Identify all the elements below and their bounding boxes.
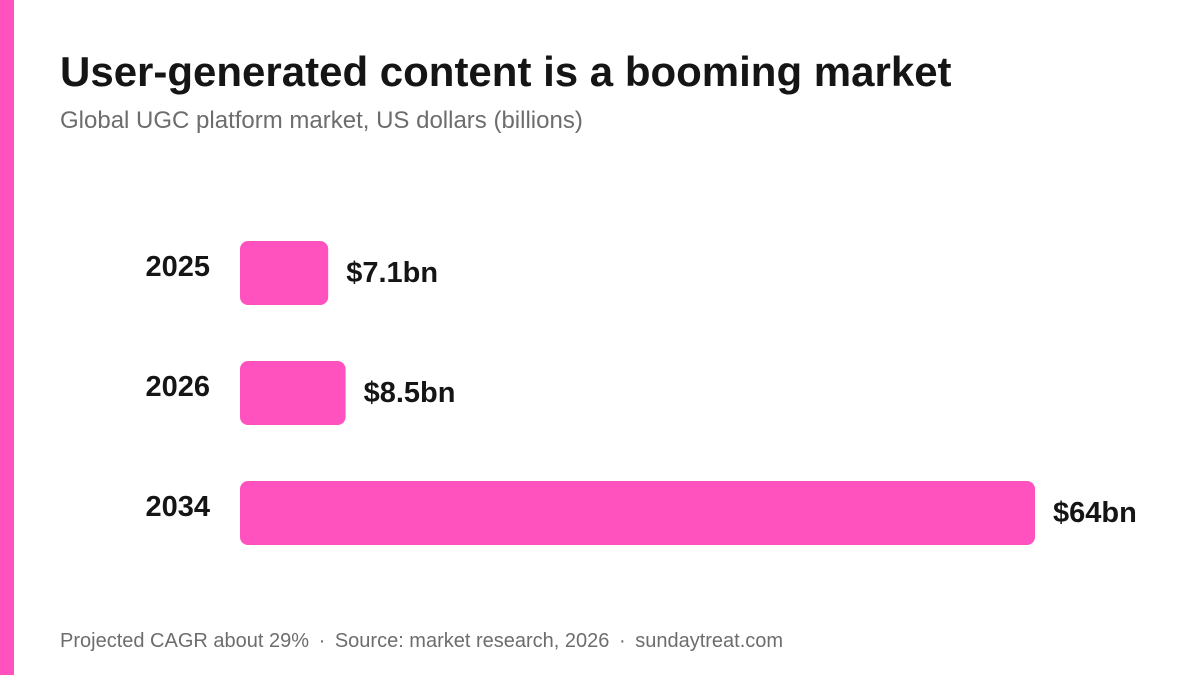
accent-strip bbox=[0, 0, 14, 675]
footer-separator: · bbox=[318, 630, 326, 652]
value-label: $8.5bn bbox=[364, 377, 456, 409]
footer-separator: · bbox=[618, 630, 626, 652]
value-label: $7.1bn bbox=[346, 257, 438, 289]
footer-site: sundaytreat.com bbox=[635, 630, 784, 652]
category-label: 2034 bbox=[145, 491, 210, 523]
bar bbox=[240, 361, 346, 425]
category-label: 2026 bbox=[145, 371, 210, 403]
category-label: 2025 bbox=[145, 251, 210, 283]
bar bbox=[240, 481, 1035, 545]
footer: Projected CAGR about 29% · Source: marke… bbox=[60, 628, 783, 654]
chart-subtitle: Global UGC platform market, US dollars (… bbox=[60, 107, 583, 134]
footer-note: Projected CAGR about 29% bbox=[60, 630, 310, 652]
bar bbox=[240, 241, 329, 305]
value-label: $64bn bbox=[1053, 497, 1137, 529]
footer-source: Source: market research, 2026 bbox=[334, 630, 610, 652]
chart-title: User-generated content is a booming mark… bbox=[60, 48, 952, 95]
